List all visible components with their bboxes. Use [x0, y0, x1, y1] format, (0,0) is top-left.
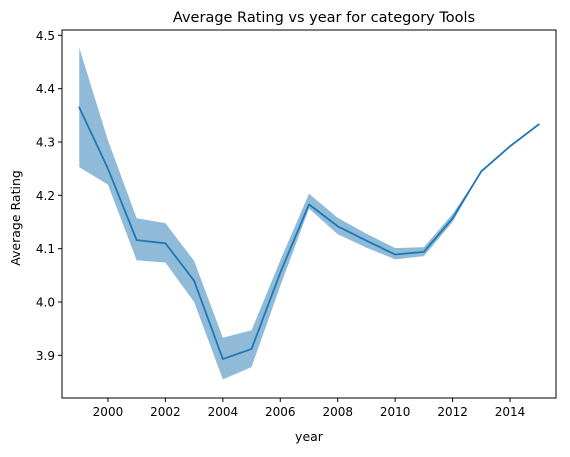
- data-point: [479, 169, 483, 173]
- series-line: [78, 106, 540, 360]
- data-point: [307, 202, 311, 206]
- x-tick-label: 2012: [437, 405, 468, 419]
- data-point: [364, 239, 368, 243]
- data-point: [221, 357, 225, 361]
- data-point: [250, 347, 254, 351]
- data-point: [135, 238, 139, 242]
- data-point: [163, 241, 167, 245]
- y-axis-label: Average Rating: [8, 170, 23, 266]
- y-tick-label: 4.1: [36, 242, 55, 256]
- data-point: [537, 122, 541, 126]
- axes: 2000 2002 2004 2006 2008 2010 2012 2014 3.9 4.0 4.…: [36, 29, 557, 419]
- data-point: [508, 144, 512, 148]
- confidence-band: [79, 47, 539, 380]
- y-tick-label: 4.2: [36, 189, 55, 203]
- data-point: [451, 216, 455, 220]
- y-tick-label: 4.5: [36, 29, 55, 43]
- x-tick-label: 2004: [208, 405, 239, 419]
- x-axis-label: year: [295, 429, 324, 444]
- y-tick-label: 4.4: [36, 82, 55, 96]
- data-point: [278, 271, 282, 275]
- plot-frame: [61, 29, 557, 399]
- y-tick-label: 4.0: [36, 296, 55, 310]
- data-point: [336, 224, 340, 228]
- x-tick-label: 2014: [495, 405, 526, 419]
- x-tick-label: 2008: [322, 405, 353, 419]
- x-tick-label: 2000: [93, 405, 124, 419]
- x-tick-label: 2006: [265, 405, 296, 419]
- plot-area: [77, 47, 541, 380]
- x-tick-label: 2010: [380, 405, 411, 419]
- data-point: [77, 105, 81, 109]
- data-point: [106, 167, 110, 171]
- data-point: [393, 253, 397, 257]
- data-point: [192, 279, 196, 283]
- x-tick-label: 2002: [150, 405, 181, 419]
- chart-title: Average Rating vs year for category Tool…: [173, 10, 475, 26]
- data-point: [422, 250, 426, 254]
- y-tick-label: 3.9: [36, 349, 55, 363]
- y-tick-label: 4.3: [36, 136, 55, 150]
